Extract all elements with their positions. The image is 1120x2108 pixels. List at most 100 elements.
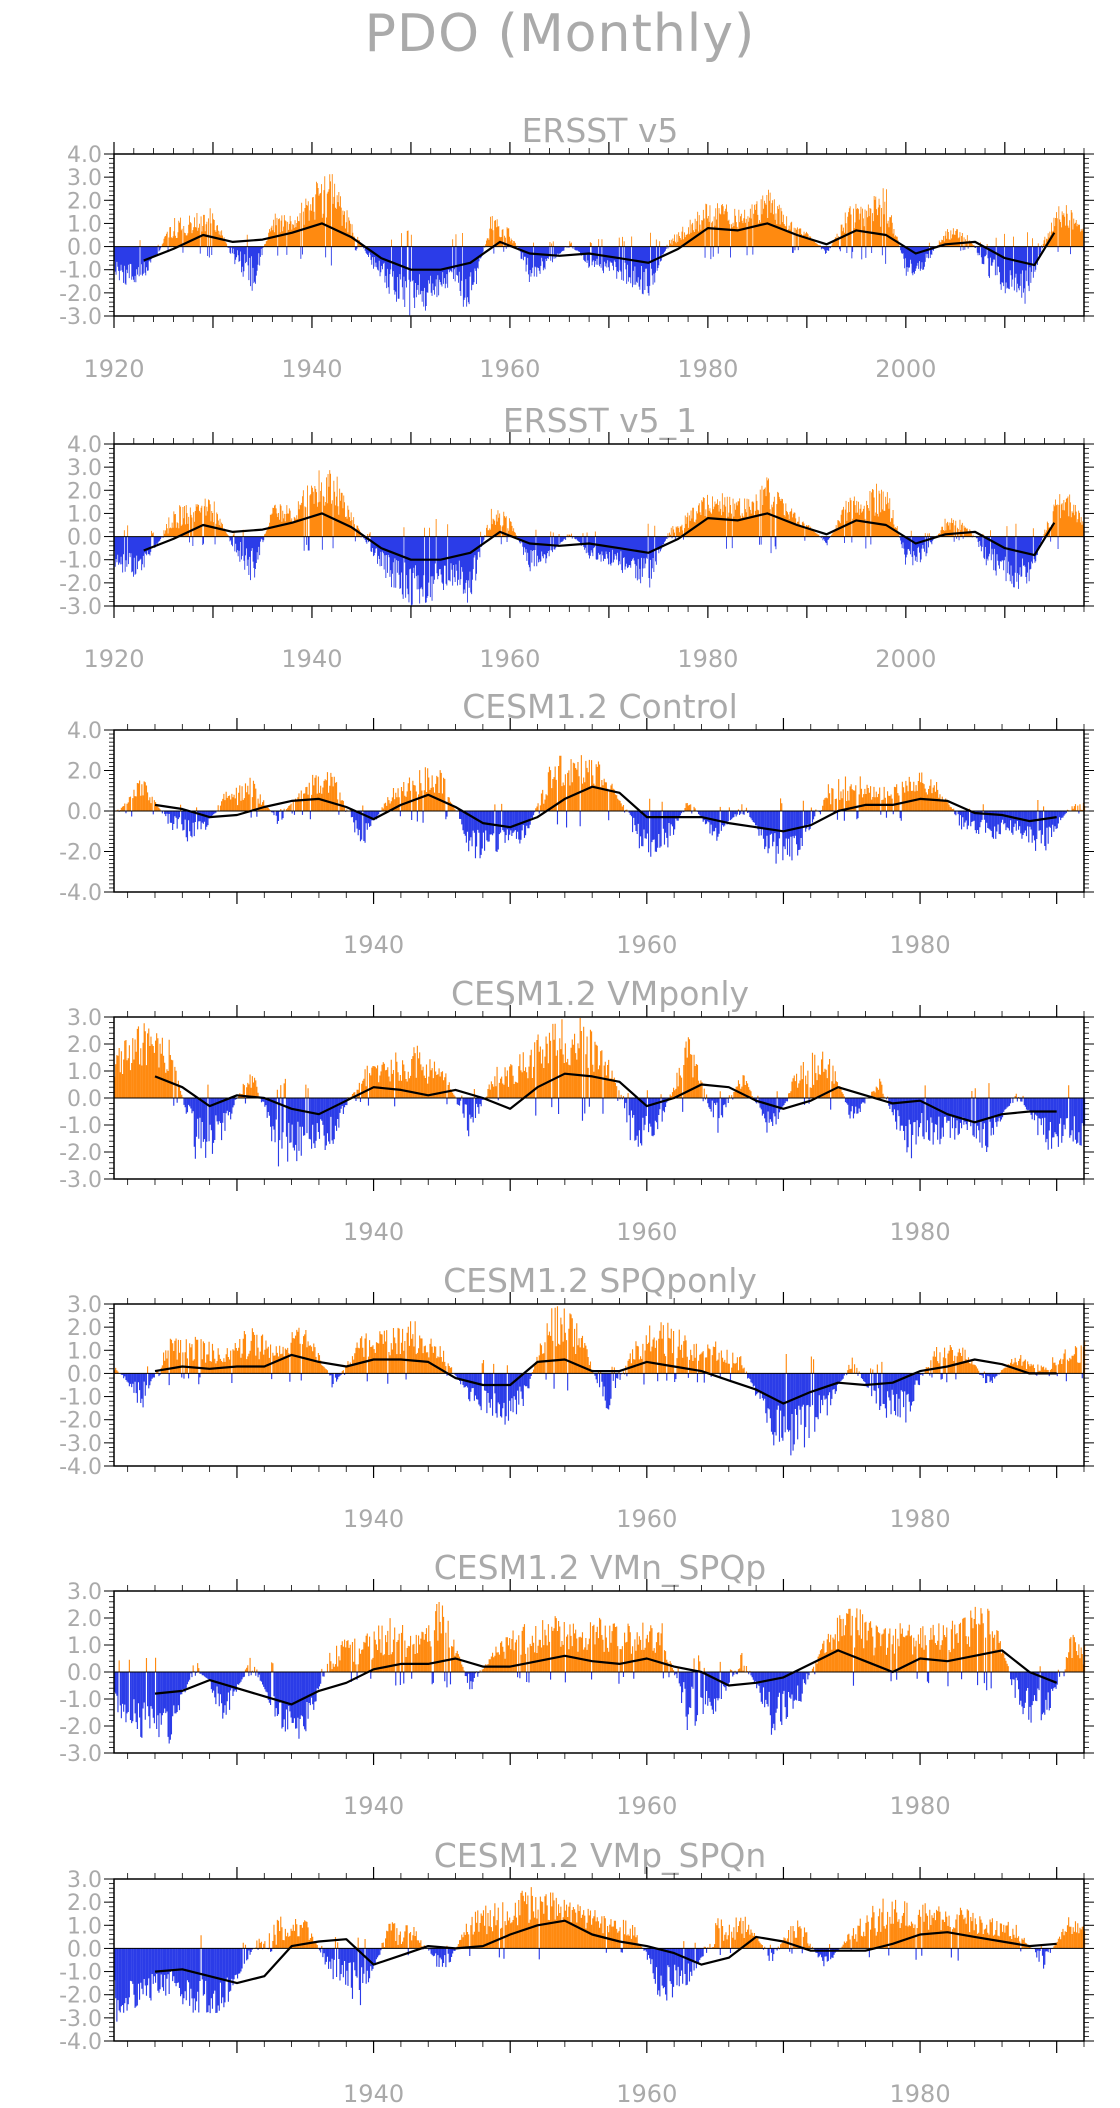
positive-anomaly-bars — [116, 755, 1086, 811]
y-tick-label: 0.0 — [67, 526, 102, 551]
y-tick-label: 4.0 — [67, 719, 102, 744]
smoothed-pdo-line — [154, 1649, 1058, 1706]
smoothed-pdo-line — [154, 785, 1057, 833]
y-tick-label: 1.0 — [67, 502, 102, 527]
panel-title: CESM1.2 VMponly — [451, 974, 749, 1013]
y-tick-label: 1.0 — [67, 212, 102, 237]
panel-title: CESM1.2 Control — [462, 687, 738, 726]
y-tick-label: -2.0 — [59, 1984, 102, 2009]
y-tick-label: -1.0 — [59, 1114, 102, 1139]
x-tick-label: 1980 — [890, 2080, 951, 2108]
panel-2: ERSST v5_1 4.03.02.01.00.0-1.0-2.0-3.0 192… — [59, 401, 1094, 673]
positive-anomaly-bars — [200, 1887, 1086, 1949]
y-tick-label: 0.0 — [67, 1087, 102, 1112]
x-tick-label: 1920 — [83, 355, 144, 383]
y-tick-label: 0.0 — [67, 1362, 102, 1387]
smoothed-pdo-line — [154, 1919, 1057, 1985]
positive-anomaly-bars — [114, 1306, 1086, 1374]
y-tick-label: 2.0 — [67, 760, 102, 785]
y-tick-label: 2.0 — [67, 1607, 102, 1632]
y-tick-label: -1.0 — [59, 549, 102, 574]
y-tick-label: 2.0 — [67, 189, 102, 214]
smoothed-pdo-line — [154, 1072, 1057, 1124]
y-tick-label: 2.0 — [67, 1891, 102, 1916]
y-tick-label: -3.0 — [59, 1168, 102, 1193]
y-tick-label: 0.0 — [67, 1937, 102, 1962]
y-tick-label: 4.0 — [67, 143, 102, 168]
x-tick-label: 1980 — [677, 355, 738, 383]
y-tick-label: -1.0 — [59, 259, 102, 284]
x-tick-label: 1960 — [616, 2080, 677, 2108]
panel-5: CESM1.2 SPQponly 3.02.01.00.0-1.0-2.0-3.0… — [59, 1261, 1094, 1533]
y-tick-label: -3.0 — [59, 1742, 102, 1767]
x-tick-label: 1960 — [616, 1505, 677, 1533]
negative-anomaly-bars — [114, 536, 1085, 608]
y-tick-label: 3.0 — [67, 1580, 102, 1605]
y-tick-label: 0.0 — [67, 800, 102, 825]
x-tick-label: 1940 — [343, 931, 404, 959]
x-tick-label: 1940 — [343, 1218, 404, 1246]
panel-6: CESM1.2 VMn_SPQp 3.02.01.00.0-1.0-2.0-3.0… — [59, 1548, 1094, 1820]
panel-3: CESM1.2 Control 4.0 2.0 0.0 -2.0 -4.0 1940 1960… — [59, 687, 1094, 959]
y-tick-label: 0.0 — [67, 1661, 102, 1686]
negative-anomaly-bars — [114, 811, 1080, 864]
y-tick-label: 3.0 — [67, 1868, 102, 1893]
y-tick-label: -2.0 — [59, 1715, 102, 1740]
x-tick-label: 1960 — [616, 931, 677, 959]
y-tick-label: -4.0 — [59, 1455, 102, 1480]
x-tick-label: 1980 — [890, 1218, 951, 1246]
y-tick-label: 3.0 — [67, 1293, 102, 1318]
plot-frame — [113, 1303, 1085, 1467]
positive-anomaly-bars — [118, 1602, 1086, 1672]
y-tick-label: -2.0 — [59, 282, 102, 307]
panel-title: ERSST v5 — [522, 111, 679, 150]
x-tick-label: 1940 — [281, 645, 342, 673]
y-tick-label: -2.0 — [59, 572, 102, 597]
y-tick-label: 2.0 — [67, 1033, 102, 1058]
y-tick-label: 3.0 — [67, 166, 102, 191]
panel-title: CESM1.2 SPQponly — [443, 1261, 757, 1300]
y-tick-label: -3.0 — [59, 2007, 102, 2032]
y-tick-label: -4.0 — [59, 881, 102, 906]
x-tick-label: 1940 — [281, 355, 342, 383]
positive-anomaly-bars — [139, 174, 1084, 247]
x-tick-label: 1940 — [343, 2080, 404, 2108]
x-tick-label: 1940 — [343, 1505, 404, 1533]
x-tick-label: 1980 — [890, 1505, 951, 1533]
x-tick-label: 1940 — [343, 1792, 404, 1820]
y-tick-label: -1.0 — [59, 1961, 102, 1986]
x-tick-label: 1980 — [890, 1792, 951, 1820]
y-tick-label: 0.0 — [67, 236, 102, 261]
y-tick-label: -2.0 — [59, 1409, 102, 1434]
y-tick-label: -1.0 — [59, 1386, 102, 1411]
smoothed-pdo-line — [143, 512, 1056, 561]
panel-1: ERSST v5 4.03.02.01.00.0-1.0-2.0-3.0 1920 1… — [59, 111, 1094, 383]
y-tick-label: 2.0 — [67, 1316, 102, 1341]
x-tick-label: 1980 — [890, 931, 951, 959]
x-tick-label: 1960 — [479, 645, 540, 673]
negative-anomaly-bars — [114, 246, 1085, 316]
x-tick-label: 1920 — [83, 645, 144, 673]
y-tick-label: 1.0 — [67, 1060, 102, 1085]
negative-anomaly-bars — [114, 1672, 1065, 1744]
panel-7: CESM1.2 VMp_SPQn 3.02.01.00.0-1.0-2.0-3.0… — [59, 1836, 1094, 2108]
plot-frame — [113, 1878, 1085, 2042]
panel-4: CESM1.2 VMponly 3.02.01.00.0-1.0-2.0-3.0 1… — [59, 974, 1094, 1246]
negative-anomaly-bars — [114, 1948, 1054, 2022]
y-tick-label: -1.0 — [59, 1688, 102, 1713]
y-tick-label: -3.0 — [59, 1432, 102, 1457]
y-tick-label: -2.0 — [59, 1141, 102, 1166]
smoothed-pdo-line — [154, 1353, 1057, 1405]
x-tick-label: 2000 — [875, 645, 936, 673]
negative-anomaly-bars — [119, 1373, 1083, 1456]
panel-title: CESM1.2 VMn_SPQp — [434, 1548, 767, 1587]
plot-frame — [113, 443, 1085, 607]
y-tick-label: 1.0 — [67, 1634, 102, 1659]
x-tick-label: 2000 — [875, 355, 936, 383]
y-tick-label: 2.0 — [67, 479, 102, 504]
y-tick-label: 1.0 — [67, 1339, 102, 1364]
x-tick-label: 1960 — [616, 1218, 677, 1246]
y-tick-label: -4.0 — [59, 2030, 102, 2055]
x-tick-label: 1960 — [479, 355, 540, 383]
